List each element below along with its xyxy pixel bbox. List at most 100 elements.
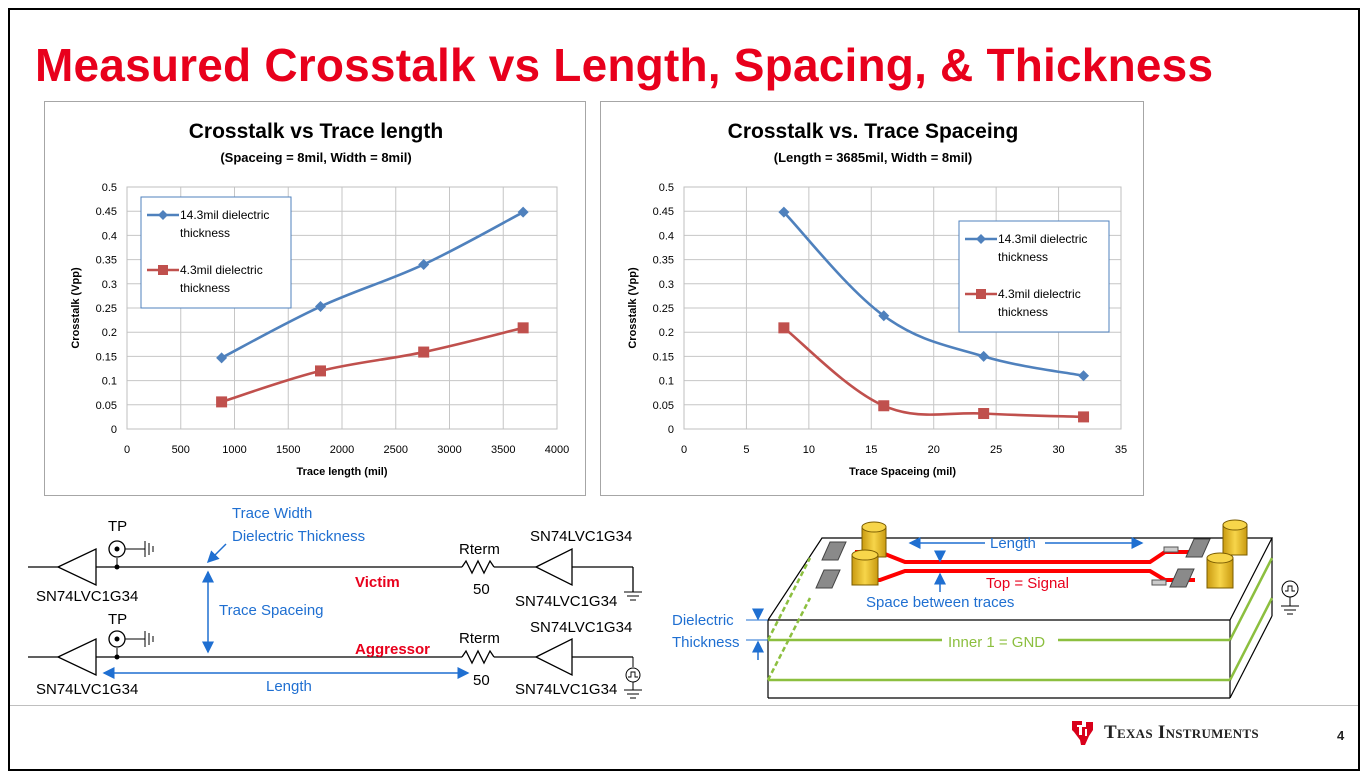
- chart-svg: Crosstalk vs. Trace Spaceing (Length = 36…: [627, 120, 1127, 478]
- pulse-source-icon: [625, 667, 641, 683]
- y-tick-label: 0.3: [659, 279, 674, 291]
- data-point-diamond: [778, 206, 790, 218]
- y-tick-label: 0.4: [102, 230, 117, 242]
- y-axis-label: Crosstalk (Vpp): [627, 267, 639, 349]
- chart-crosstalk-vs-length: Crosstalk vs Trace length (Spaceing = 8mi…: [44, 101, 586, 496]
- plot-area: [126, 186, 558, 430]
- x-axis-label: Trace length (mil): [296, 466, 387, 478]
- length-label: Length: [266, 678, 312, 695]
- legend-marker: [158, 210, 168, 220]
- aggressor-rterm-resistor-icon: [461, 649, 495, 665]
- plot-area: [683, 186, 1122, 430]
- x-tick-label: 30: [1052, 444, 1064, 456]
- x-tick-label: 3500: [491, 444, 515, 456]
- tp-label: TP: [108, 611, 127, 628]
- y-tick-label: 0.25: [653, 303, 674, 315]
- data-point-diamond: [978, 350, 990, 362]
- crosstalk-schematic: TP TP Trace Width Dielectric Thickness T…: [28, 505, 642, 699]
- legend-marker: [158, 265, 168, 275]
- y-tick-label: 0.5: [659, 182, 674, 194]
- victim-right-driver-icon: [534, 547, 573, 587]
- y-tick-label: 0.1: [102, 376, 117, 388]
- ground-icon: [624, 591, 642, 601]
- legend-marker: [976, 289, 986, 299]
- data-point-square: [216, 396, 228, 408]
- aggressor-left-driver-icon: [56, 637, 97, 677]
- legend-label: 14.3mil dielectric: [180, 208, 269, 222]
- slide-title: Measured Crosstalk vs Length, Spacing, &…: [35, 39, 1214, 91]
- y-tick-label: 0.35: [653, 255, 674, 267]
- ti-logo: Texas Instruments: [1068, 718, 1259, 748]
- data-point-square: [315, 365, 326, 377]
- tp-label: TP: [108, 518, 127, 535]
- y-tick-label: 0.15: [653, 351, 674, 363]
- y-tick-label: 0.45: [96, 206, 117, 218]
- x-tick-label: 25: [990, 444, 1002, 456]
- driver-part-label: SN74LVC1G34: [530, 619, 632, 636]
- x-tick-label: 35: [1115, 444, 1127, 456]
- driver-part-label: SN74LVC1G34: [530, 528, 632, 545]
- x-tick-label: 1500: [276, 444, 300, 456]
- chart-crosstalk-vs-spacing: Crosstalk vs. Trace Spaceing (Length = 36…: [600, 101, 1144, 496]
- y-tick-label: 0.3: [102, 279, 117, 291]
- x-tick-label: 10: [803, 444, 815, 456]
- y-tick-label: 0.2: [659, 327, 674, 339]
- x-tick-label: 20: [928, 444, 940, 456]
- driver-part-label: SN74LVC1G34: [515, 593, 617, 610]
- data-point-diamond: [418, 258, 430, 270]
- rterm-value: 50: [473, 581, 490, 598]
- legend-label: thickness: [180, 281, 230, 295]
- x-axis-label: Trace Spaceing (mil): [849, 466, 956, 478]
- aggressor-right-driver-icon: [534, 637, 573, 677]
- y-tick-label: 0: [111, 424, 117, 436]
- y-tick-label: 0: [668, 424, 674, 436]
- x-tick-label: 4000: [545, 444, 569, 456]
- y-tick-label: 0.35: [96, 255, 117, 267]
- data-point-diamond: [216, 352, 228, 364]
- rterm-value: 50: [473, 672, 490, 689]
- series-line: [783, 326, 1084, 419]
- data-point-square: [778, 322, 790, 334]
- series-line: [782, 211, 1084, 378]
- y-tick-label: 0.1: [659, 376, 674, 388]
- chart-subtitle: (Spaceing = 8mil, Width = 8mil): [220, 150, 411, 165]
- x-tick-label: 0: [124, 444, 130, 456]
- rterm-label: Rterm: [459, 630, 500, 647]
- data-point-square: [978, 408, 990, 420]
- legend-label: 4.3mil dielectric: [998, 287, 1081, 301]
- chart-subtitle: (Length = 3685mil, Width = 8mil): [774, 150, 973, 165]
- y-tick-label: 0.05: [96, 400, 117, 412]
- x-tick-label: 0: [681, 444, 687, 456]
- data-point-diamond: [1078, 370, 1090, 382]
- x-tick-label: 15: [865, 444, 877, 456]
- x-tick-label: 500: [172, 444, 190, 456]
- y-tick-label: 0.4: [659, 230, 674, 242]
- y-tick-label: 0.25: [96, 303, 117, 315]
- legend-label: 14.3mil dielectric: [998, 232, 1087, 246]
- data-point-square: [517, 322, 529, 334]
- x-tick-label: 5: [743, 444, 749, 456]
- data-point-square: [878, 400, 890, 412]
- y-tick-label: 0.45: [653, 206, 674, 218]
- data-point-diamond: [878, 310, 890, 322]
- x-tick-label: 2500: [384, 444, 408, 456]
- x-tick-label: 1000: [222, 444, 246, 456]
- dielectric-thickness-label: Dielectric Thickness: [232, 528, 365, 545]
- y-axis-label: Crosstalk (Vpp): [70, 267, 82, 349]
- legend-label: thickness: [998, 305, 1048, 319]
- x-tick-label: 3000: [437, 444, 461, 456]
- legend-marker: [976, 234, 986, 244]
- chart-svg: Crosstalk vs Trace length (Spaceing = 8mi…: [70, 120, 569, 478]
- victim-rterm-resistor-icon: [461, 559, 495, 575]
- data-point-diamond: [315, 301, 326, 313]
- driver-part-label: SN74LVC1G34: [36, 588, 138, 605]
- legend-label: 4.3mil dielectric: [180, 263, 263, 277]
- data-point-square: [418, 346, 430, 358]
- series-line: [221, 211, 524, 360]
- driver-part-label: SN74LVC1G34: [515, 681, 617, 698]
- chart-title: Crosstalk vs. Trace Spaceing: [728, 120, 1019, 143]
- data-point-diamond: [517, 206, 529, 218]
- footer-divider: [10, 705, 1358, 706]
- ti-brand-text: Texas Instruments: [1104, 722, 1259, 743]
- y-tick-label: 0.2: [102, 327, 117, 339]
